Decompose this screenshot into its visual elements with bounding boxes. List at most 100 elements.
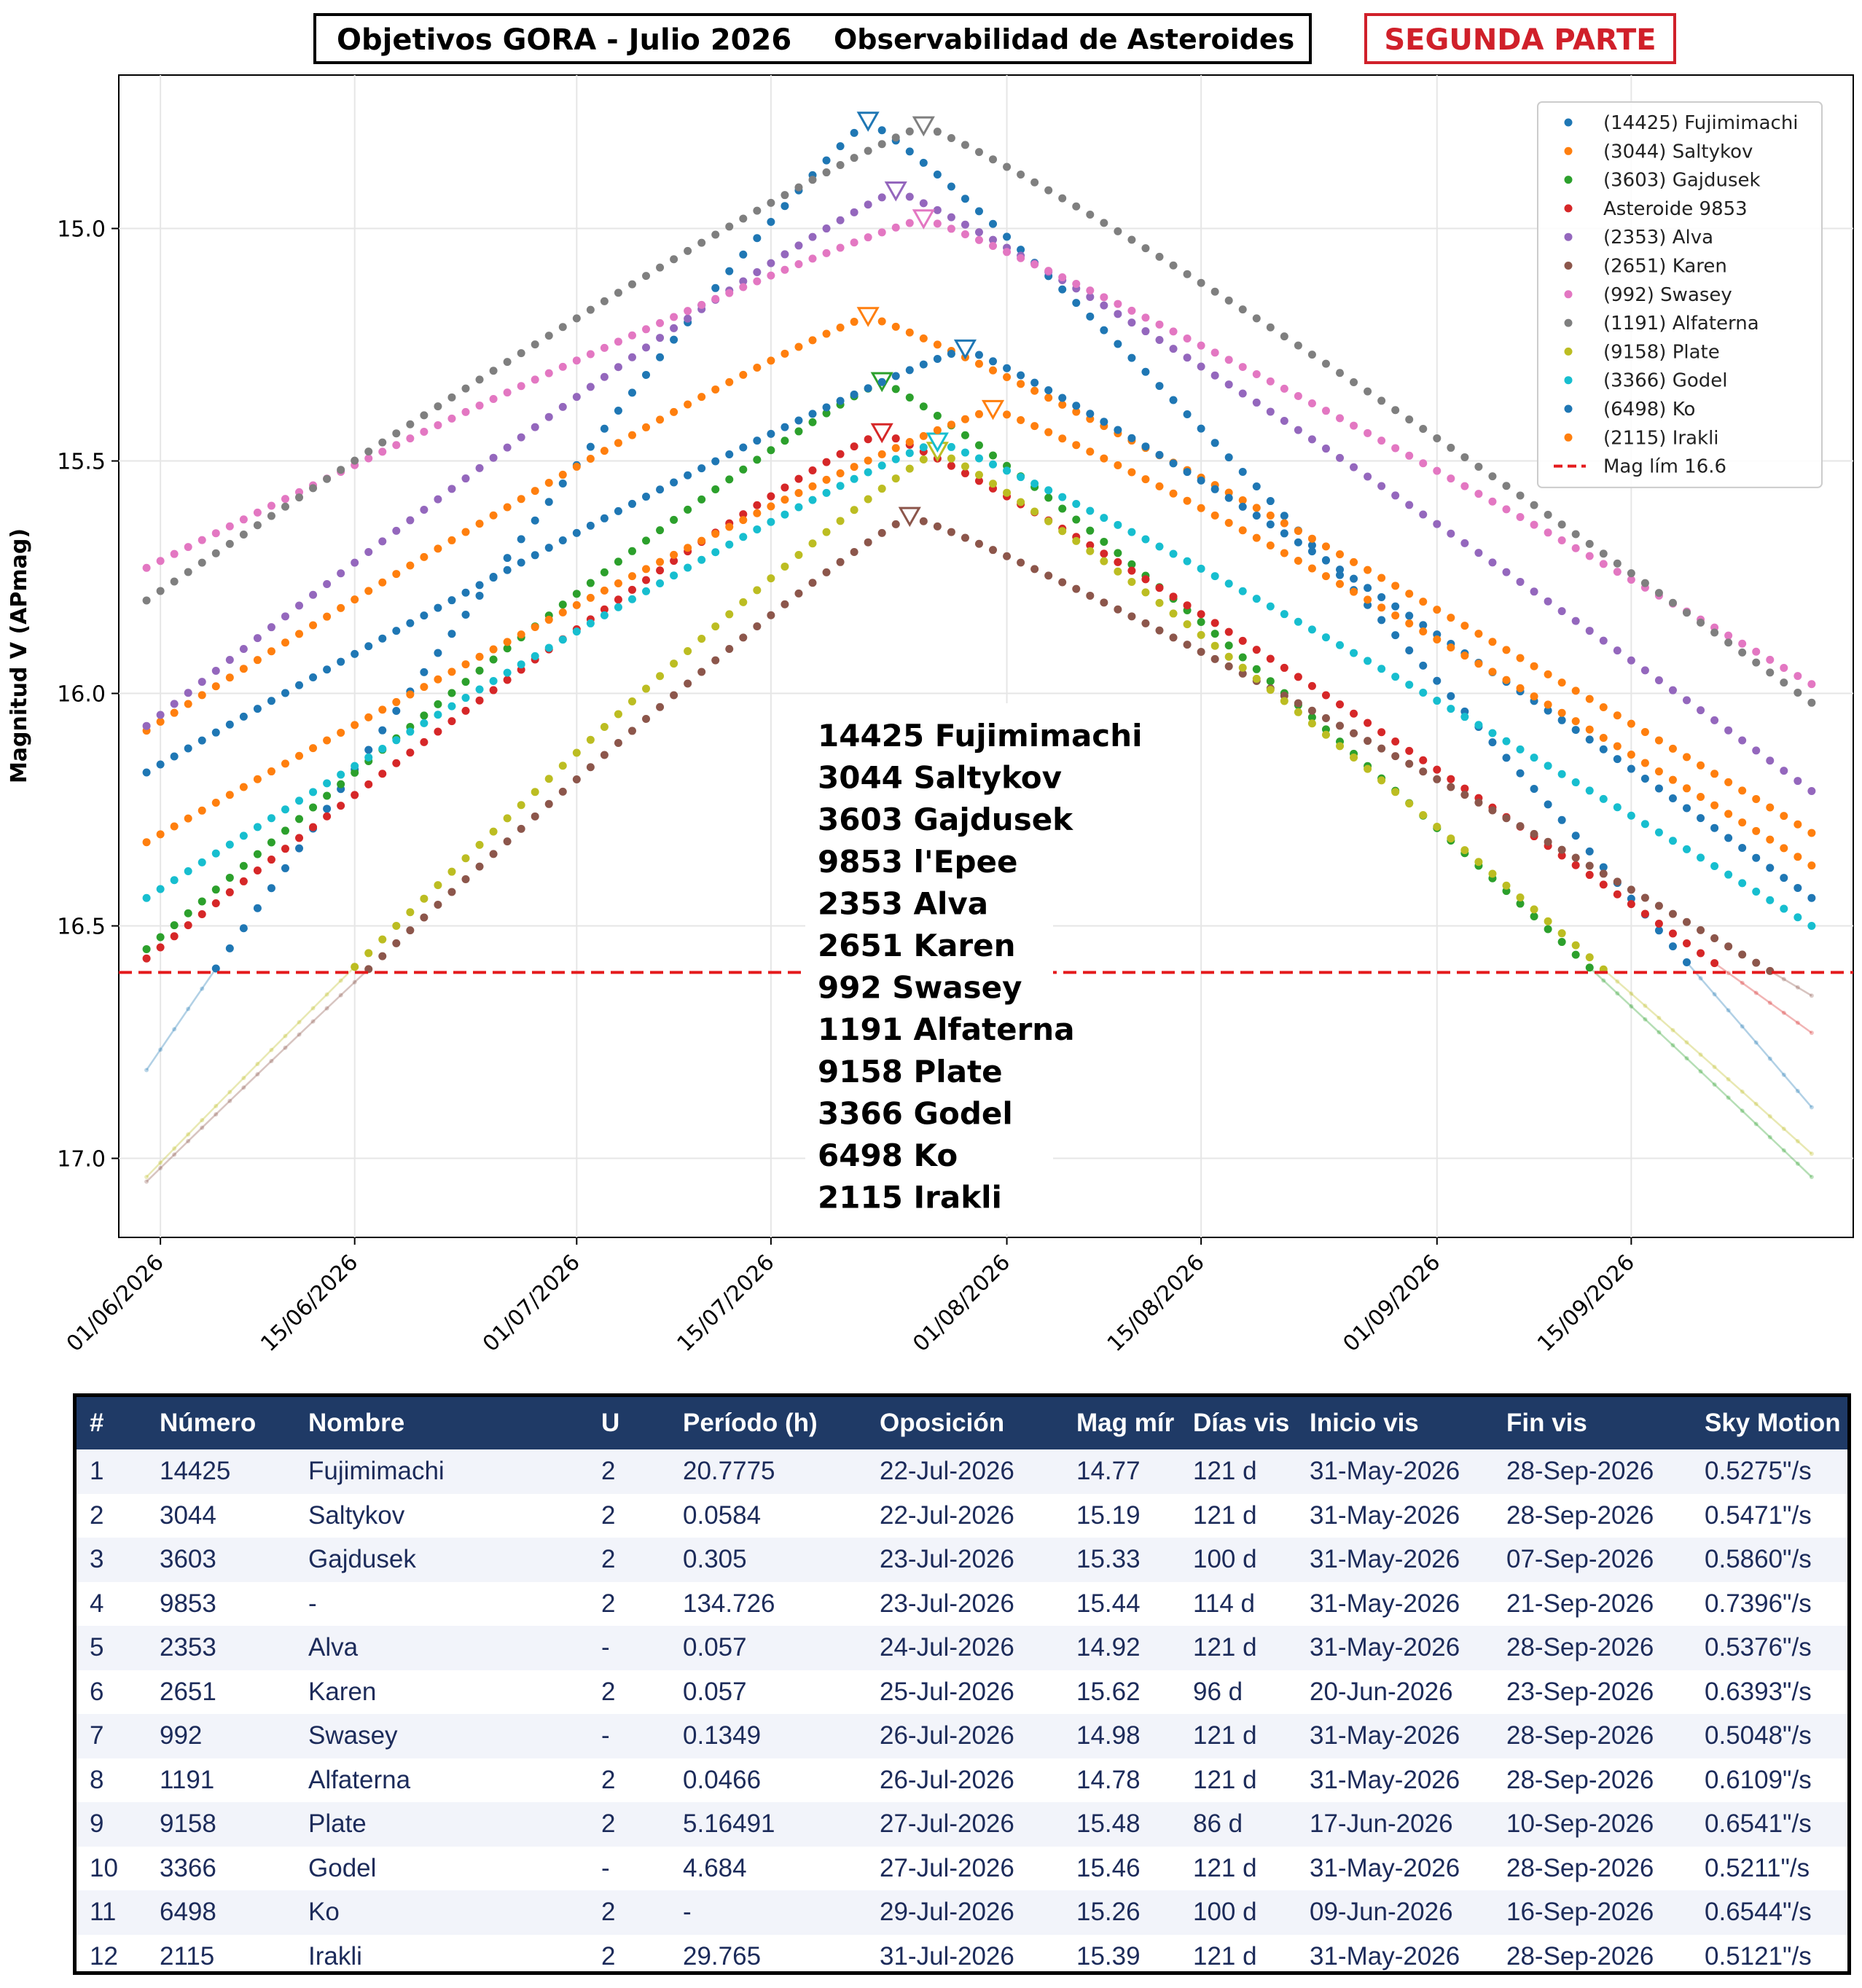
data-point (1530, 754, 1538, 762)
data-point (1238, 389, 1247, 398)
data-point (1474, 630, 1483, 638)
data-point (1738, 950, 1747, 959)
table-cell: 14.78 (1076, 1765, 1141, 1794)
data-point (1197, 610, 1205, 619)
data-point (1169, 489, 1178, 498)
data-point (309, 803, 318, 812)
overlay-item: 1191 Alfaterna (818, 1011, 1075, 1047)
data-point (600, 723, 609, 732)
data-point (1086, 547, 1095, 555)
data-point (351, 649, 359, 658)
table-cell: 28-Sep-2026 (1506, 1853, 1654, 1882)
faint-segment (284, 1021, 300, 1037)
data-point (392, 429, 401, 438)
table-cell: 0.6544"/s (1705, 1898, 1812, 1927)
data-point (1668, 744, 1677, 753)
faint-point (1795, 1139, 1800, 1144)
data-point (919, 455, 928, 464)
data-point (974, 359, 983, 368)
faint-point (1753, 1122, 1759, 1127)
data-point (1003, 488, 1012, 497)
table-cell: 0.5275"/s (1705, 1457, 1812, 1486)
data-point (627, 572, 636, 581)
faint-point (1629, 1003, 1634, 1009)
data-point (1433, 823, 1442, 831)
table-cell: 114 d (1193, 1589, 1255, 1618)
data-point (1613, 803, 1622, 812)
data-point (364, 447, 373, 456)
faint-point (1712, 1065, 1717, 1070)
data-point (656, 353, 665, 361)
data-point (1127, 434, 1136, 442)
table-cell: 0.5121"/s (1705, 1941, 1812, 1971)
data-point (1585, 861, 1594, 870)
data-point (225, 791, 234, 799)
faint-segment (1727, 1097, 1743, 1112)
x-tick-label: 15/09/2026 (1533, 1250, 1640, 1357)
data-point (822, 488, 831, 497)
data-point (905, 393, 914, 402)
data-point (461, 528, 470, 536)
data-point (517, 660, 525, 669)
data-point (1516, 822, 1525, 831)
table-cell: 31-May-2026 (1310, 1941, 1460, 1971)
data-point (808, 410, 817, 418)
column-header: Sky Motion (1705, 1409, 1841, 1437)
data-point (1557, 678, 1566, 687)
data-point (544, 799, 553, 808)
faint-point (1712, 1082, 1717, 1087)
data-point (1405, 451, 1414, 460)
data-point (281, 864, 289, 872)
data-point (406, 434, 415, 443)
data-point (1654, 901, 1663, 910)
data-point (1460, 622, 1469, 630)
table-row: 12 2115 Irakli 2 29.765 31-Jul-2026 15.39 121 d… (77, 1934, 1847, 1971)
data-point (1807, 787, 1816, 796)
data-point (600, 343, 609, 352)
table-cell: 15.62 (1076, 1677, 1141, 1706)
data-point (877, 528, 886, 537)
table-cell: Irakli (308, 1941, 362, 1971)
data-point (572, 775, 581, 784)
data-point (225, 840, 234, 849)
table-cell: 31-May-2026 (1310, 1589, 1460, 1618)
data-point (989, 357, 998, 366)
opposition-marker (856, 307, 880, 327)
data-point (503, 503, 512, 512)
data-point (1030, 260, 1039, 269)
x-tick-label: 01/08/2026 (908, 1250, 1015, 1357)
data-point (808, 482, 817, 490)
data-point (670, 255, 678, 264)
data-point (1516, 745, 1525, 754)
data-point (1488, 558, 1497, 567)
data-point (1447, 614, 1455, 622)
data-point (1599, 863, 1608, 872)
data-point (1419, 661, 1428, 670)
overlay-item: 3603 Gajdusek (818, 802, 1073, 837)
data-point (253, 656, 262, 665)
faint-point (1740, 1024, 1745, 1029)
data-point (989, 219, 998, 228)
data-point (961, 431, 969, 439)
table-cell: 31-May-2026 (1310, 1545, 1460, 1574)
data-point (392, 526, 401, 535)
data-point (864, 435, 872, 444)
data-point (1599, 880, 1608, 889)
data-point (1599, 549, 1608, 558)
table-cell: 15.26 (1076, 1898, 1141, 1927)
data-point (1183, 496, 1192, 505)
data-point (1391, 611, 1400, 620)
data-point (1210, 630, 1219, 638)
data-point (197, 536, 206, 544)
table-cell: 0.5048"/s (1705, 1721, 1812, 1750)
data-point (725, 377, 734, 386)
data-point (1114, 300, 1122, 308)
data-point (461, 407, 470, 416)
data-point (544, 615, 553, 624)
data-point (1294, 538, 1302, 547)
data-point (767, 517, 775, 526)
data-point (1336, 566, 1345, 574)
data-point (1086, 312, 1095, 321)
data-point (1544, 597, 1552, 606)
faint-segment (1672, 1029, 1688, 1044)
